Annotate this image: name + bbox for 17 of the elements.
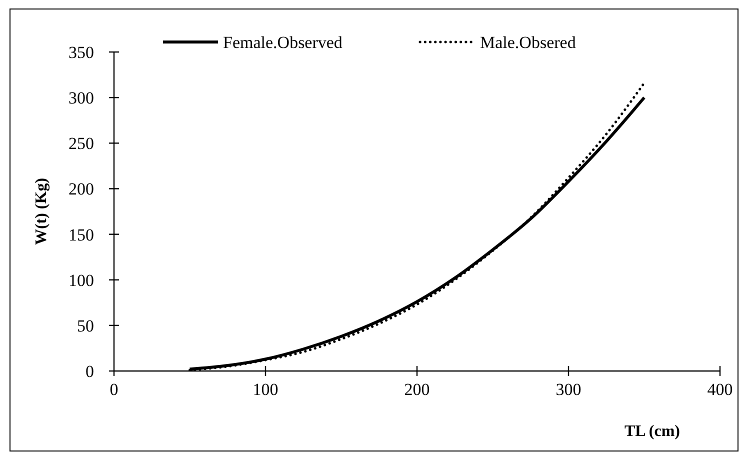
legend-label: Male.Obsered (480, 33, 576, 52)
x-axis-title: TL (cm) (624, 423, 680, 440)
x-tick-label: 100 (252, 380, 278, 399)
y-tick-label: 200 (68, 180, 94, 199)
y-tick-label: 100 (68, 270, 94, 290)
x-tick-label: 400 (707, 380, 733, 399)
y-tick-label: 150 (68, 225, 94, 244)
y-tick-label: 300 (68, 88, 94, 108)
x-tick-label: 300 (556, 380, 582, 399)
y-tick-label: 0 (86, 362, 94, 381)
x-tick-label: 0 (110, 380, 118, 399)
legend-label: Female.Observed (223, 33, 343, 52)
y-tick-label: 350 (68, 43, 94, 62)
y-axis-title: W(t) (Kg) (33, 178, 50, 246)
y-tick-label: 250 (68, 134, 94, 154)
y-tick-label: 50 (77, 316, 94, 336)
x-tick-label: 200 (404, 380, 430, 399)
